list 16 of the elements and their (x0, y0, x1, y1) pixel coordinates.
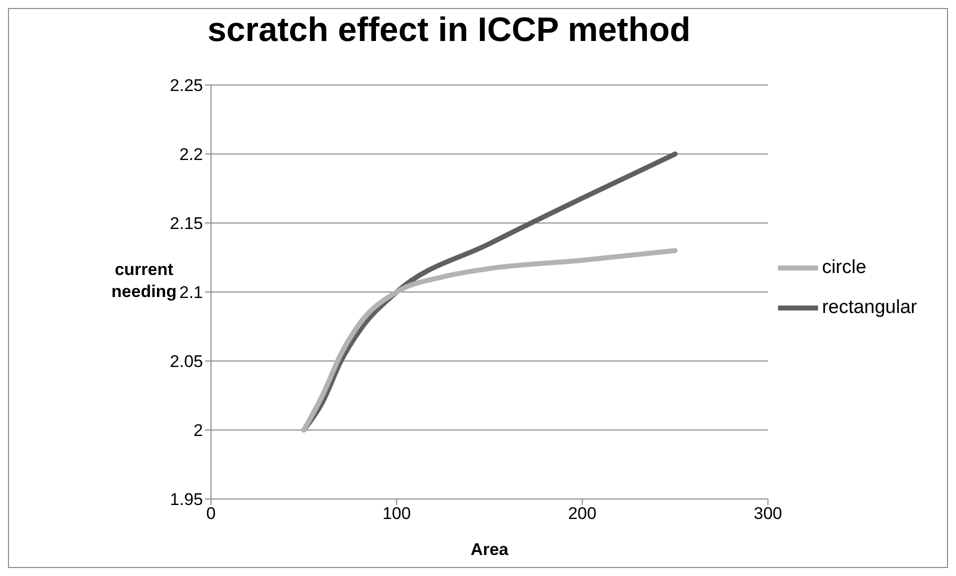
x-tick-label: 200 (568, 504, 596, 524)
x-tick-label: 100 (382, 504, 411, 524)
y-axis-title: current needing (111, 260, 177, 301)
chart-title: scratch effect in ICCP method (206, 11, 692, 50)
y-tick-label: 1.95 (170, 490, 203, 510)
y-tick-label: 2 (194, 421, 203, 440)
x-tick-label: 300 (754, 504, 782, 524)
x-axis-title: Area (470, 540, 509, 559)
y-tick-label: 2.25 (170, 76, 203, 96)
y-tick-label: 2.05 (170, 352, 203, 372)
y-tick-label: 2.15 (170, 214, 203, 234)
x-tick-label: 0 (206, 504, 216, 524)
legend-label: circle (822, 257, 866, 278)
legend-label: rectangular (822, 297, 917, 318)
y-tick-label: 2.1 (179, 283, 203, 302)
y-tick-label: 2.2 (179, 145, 203, 164)
